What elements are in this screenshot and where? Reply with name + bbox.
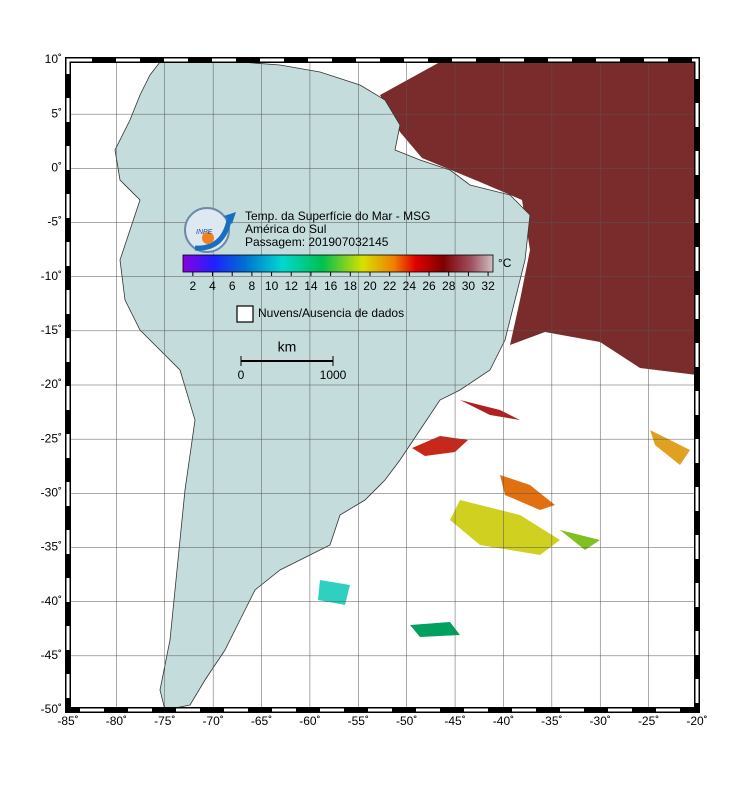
title: América do Sul — [245, 222, 326, 236]
scale-bar: km 0 1000 — [238, 339, 347, 382]
y-tick-label: -40˚ — [41, 594, 62, 608]
legend-label: Nuvens/Ausencia de dados — [258, 306, 404, 320]
colorbar-tick-label: 28 — [442, 279, 456, 293]
colorbar-tick-label: 6 — [229, 279, 236, 293]
scale-label: 1000 — [320, 368, 347, 382]
x-tick-label: -25˚ — [638, 714, 659, 728]
x-tick-label: -55˚ — [348, 714, 369, 728]
logo: INPE — [184, 207, 236, 253]
colorbar-tick-label: 24 — [403, 279, 417, 293]
x-tick-label: -60˚ — [299, 714, 320, 728]
x-tick-label: -20˚ — [686, 714, 707, 728]
y-tick-label: -10˚ — [41, 269, 62, 283]
x-tick-label: -70˚ — [202, 714, 223, 728]
y-tick-label: -30˚ — [41, 486, 62, 500]
colorbar-tick-label: 14 — [304, 279, 318, 293]
y-tick-label: -50˚ — [41, 702, 62, 716]
colorbar-unit: °C — [498, 256, 512, 270]
x-tick-label: -65˚ — [251, 714, 272, 728]
sst-patches — [318, 62, 697, 637]
x-tick-label: -40˚ — [493, 714, 514, 728]
x-tick-label: -80˚ — [106, 714, 127, 728]
colorbar-tick-label: 22 — [383, 279, 397, 293]
y-tick-label: -25˚ — [41, 431, 62, 445]
colorbar-tick-label: 4 — [209, 279, 216, 293]
colorbar-tick-label: 30 — [462, 279, 476, 293]
title: Temp. da Superfície do Mar - MSG — [245, 209, 430, 223]
y-tick-label: 5˚ — [51, 106, 62, 120]
y-tick-label: -15˚ — [41, 323, 62, 337]
colorbar-tick-label: 12 — [285, 279, 299, 293]
title: Passagem: 201907032145 — [245, 235, 389, 249]
x-tick-label: -35˚ — [541, 714, 562, 728]
y-tick-label: -5˚ — [47, 215, 62, 229]
colorbar-tick-label: 16 — [324, 279, 338, 293]
x-tick-label: -85˚ — [57, 714, 78, 728]
colorbar-tick-label: 18 — [344, 279, 358, 293]
logo-text: INPE — [196, 229, 213, 236]
scale-unit: km — [278, 339, 297, 355]
frame-dashes — [66, 58, 699, 712]
x-tick-label: -30˚ — [590, 714, 611, 728]
colorbar-tick-label: 10 — [265, 279, 279, 293]
x-tick-label: -45˚ — [444, 714, 465, 728]
y-tick-label: -45˚ — [41, 648, 62, 662]
colorbar-tick-label: 32 — [481, 279, 495, 293]
colorbar-tick-label: 8 — [249, 279, 256, 293]
y-tick-label: 0˚ — [51, 161, 62, 175]
legend-swatch — [236, 305, 254, 323]
colorbar-tick-label: 26 — [422, 279, 436, 293]
x-tick-label: -50˚ — [396, 714, 417, 728]
colorbar — [182, 254, 494, 273]
y-tick-label: -20˚ — [41, 377, 62, 391]
y-tick-label: 10˚ — [45, 52, 62, 66]
y-tick-label: -35˚ — [41, 540, 62, 554]
scale-label: 0 — [238, 368, 245, 382]
x-tick-label: -75˚ — [154, 714, 175, 728]
colorbar-tick-label: 20 — [363, 279, 377, 293]
colorbar-tick-label: 2 — [189, 279, 196, 293]
